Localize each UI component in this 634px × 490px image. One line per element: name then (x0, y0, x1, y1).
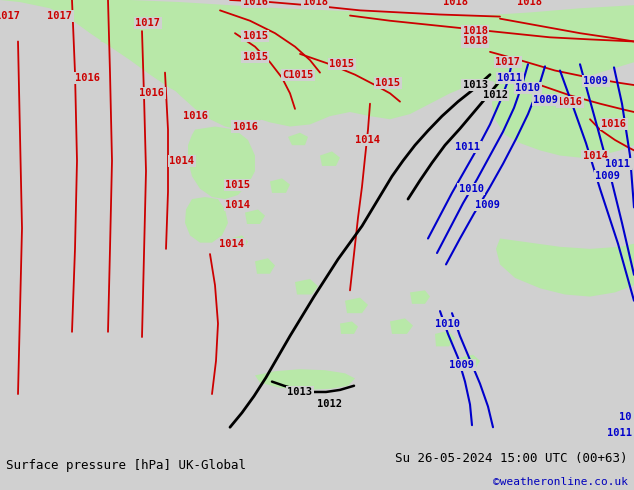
Text: 1012: 1012 (318, 399, 342, 410)
Text: 1015: 1015 (242, 31, 268, 41)
Polygon shape (270, 178, 290, 193)
Text: 1016: 1016 (557, 97, 583, 107)
Text: 1011: 1011 (605, 159, 630, 169)
Text: 1017: 1017 (136, 18, 160, 28)
Text: 10: 10 (619, 412, 631, 422)
Text: 1014: 1014 (356, 135, 380, 145)
Polygon shape (188, 126, 255, 199)
Text: 1009: 1009 (476, 200, 500, 210)
Polygon shape (496, 239, 634, 296)
Text: 1015: 1015 (375, 78, 401, 88)
Text: 1018: 1018 (462, 36, 488, 47)
Polygon shape (492, 62, 634, 158)
Text: 1014: 1014 (219, 239, 245, 249)
Text: 1010: 1010 (458, 184, 484, 194)
Polygon shape (288, 133, 308, 145)
Text: 1017: 1017 (0, 11, 20, 21)
Text: 1016: 1016 (242, 0, 268, 7)
Text: ©weatheronline.co.uk: ©weatheronline.co.uk (493, 477, 628, 487)
Text: 1009: 1009 (595, 172, 621, 181)
Text: Surface pressure [hPa] UK-Global: Surface pressure [hPa] UK-Global (6, 459, 247, 472)
Text: 1018: 1018 (302, 0, 328, 7)
Polygon shape (390, 318, 413, 334)
Polygon shape (185, 197, 228, 243)
Polygon shape (460, 355, 480, 369)
Text: C1015: C1015 (282, 70, 314, 80)
Text: 1016: 1016 (233, 122, 257, 131)
Text: 1014: 1014 (583, 150, 607, 161)
Text: 1015: 1015 (226, 179, 250, 190)
Text: 1016: 1016 (139, 88, 164, 98)
Polygon shape (100, 19, 295, 130)
Text: 1016: 1016 (183, 111, 207, 121)
Text: 1010: 1010 (436, 318, 460, 328)
Text: 1009: 1009 (583, 76, 609, 86)
Text: 1013: 1013 (287, 387, 313, 397)
Polygon shape (255, 258, 275, 274)
Text: 1015: 1015 (330, 59, 354, 69)
Text: 1018: 1018 (443, 0, 467, 7)
Text: 1010: 1010 (515, 83, 541, 93)
Polygon shape (340, 321, 358, 334)
Polygon shape (345, 297, 368, 313)
Polygon shape (230, 235, 248, 250)
Polygon shape (295, 279, 318, 294)
Text: 1015: 1015 (242, 52, 268, 62)
Text: 1017: 1017 (48, 11, 72, 21)
Text: 1014: 1014 (226, 200, 250, 210)
Text: 1012: 1012 (482, 90, 507, 100)
Text: 1014: 1014 (169, 156, 195, 166)
Text: 1016: 1016 (75, 73, 101, 83)
Polygon shape (320, 151, 340, 166)
Text: 1009: 1009 (533, 95, 559, 104)
Text: 1018: 1018 (462, 26, 488, 36)
Text: 1017: 1017 (496, 57, 521, 67)
Polygon shape (255, 369, 355, 390)
Text: Su 26-05-2024 15:00 UTC (00+63): Su 26-05-2024 15:00 UTC (00+63) (395, 452, 628, 465)
Text: 1016: 1016 (602, 120, 626, 129)
Polygon shape (435, 331, 455, 346)
Polygon shape (0, 0, 634, 126)
Text: 1018: 1018 (517, 0, 543, 7)
Text: 1011: 1011 (455, 142, 481, 152)
Polygon shape (245, 209, 265, 224)
Polygon shape (410, 291, 430, 304)
Text: 1009: 1009 (450, 360, 474, 370)
Text: 1011: 1011 (607, 428, 631, 439)
Text: 1011: 1011 (498, 73, 522, 83)
Text: 1013: 1013 (462, 80, 488, 90)
